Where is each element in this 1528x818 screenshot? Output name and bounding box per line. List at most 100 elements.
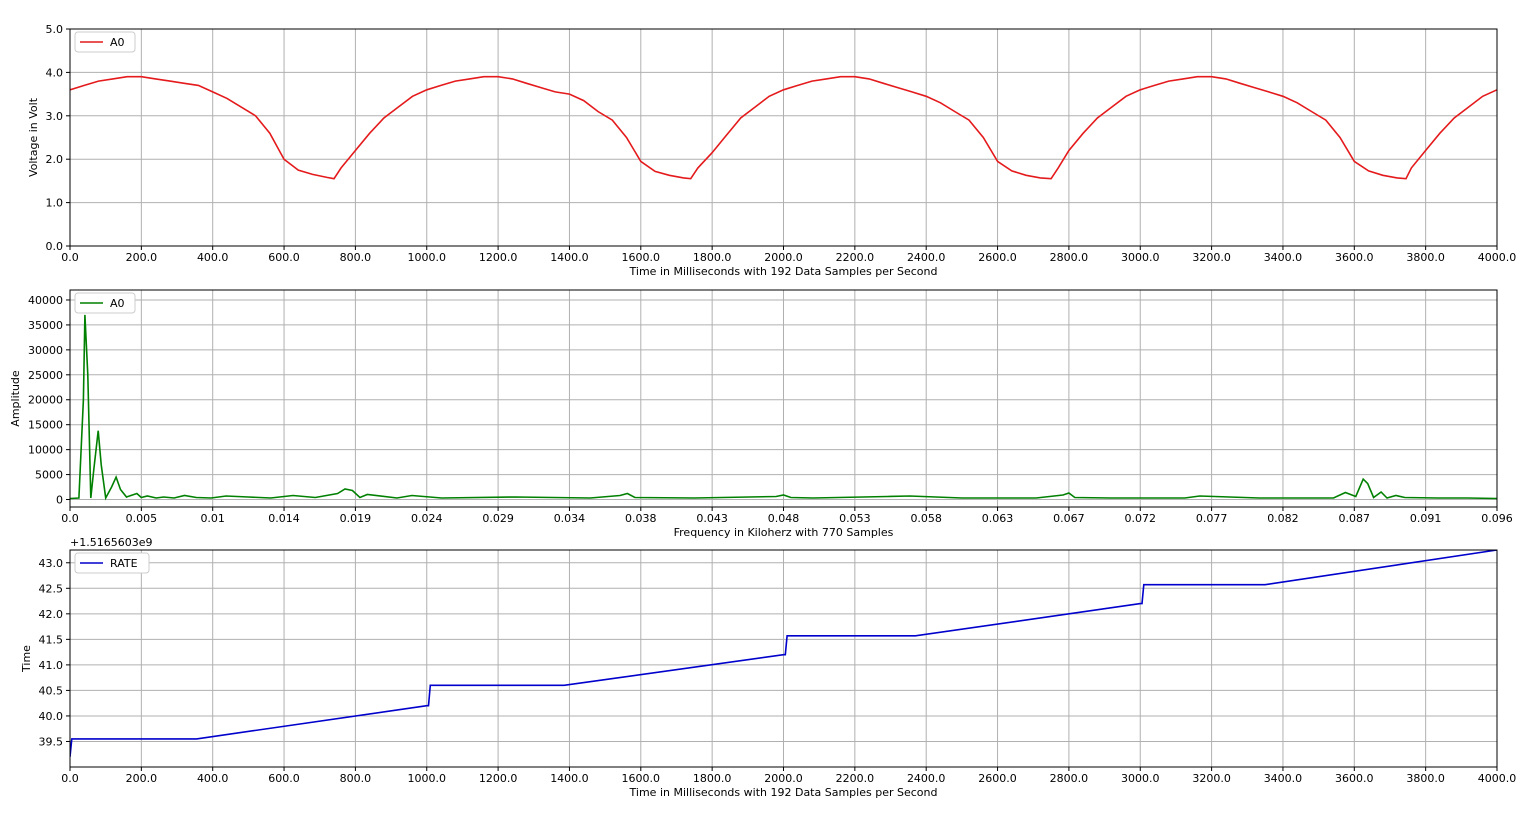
x-tick-label: 0.0	[61, 251, 79, 264]
legend-box	[74, 31, 136, 53]
x-tick-label: 3000.0	[1121, 772, 1160, 785]
y-tick-label: 0	[56, 494, 63, 507]
x-axis-label: Frequency in Kiloherz with 770 Samples	[674, 526, 894, 539]
x-tick-label: 0.082	[1267, 512, 1299, 525]
y-tick-label: 40000	[28, 294, 63, 307]
x-tick-label: 1400.0	[550, 772, 589, 785]
x-tick-label: 0.024	[411, 512, 443, 525]
y-tick-label: 41.0	[39, 659, 64, 672]
x-tick-label: 2800.0	[1050, 251, 1089, 264]
x-tick-label: 0.038	[625, 512, 657, 525]
x-tick-label: 3800.0	[1406, 251, 1445, 264]
panel-3: 0.0 200.0 400.0 600.0 800.0 1000.0 1200.0 1400.…	[20, 536, 1516, 799]
x-tick-label: 2000.0	[764, 772, 803, 785]
legend-box	[74, 292, 136, 314]
x-tick-label: 0.053	[839, 512, 871, 525]
x-tick-label: 1400.0	[550, 251, 589, 264]
y-tick-label: 42.0	[39, 608, 64, 621]
x-axis-label: Time in Milliseconds with 192 Data Sampl…	[629, 265, 938, 278]
y-tick-label: 41.5	[39, 633, 64, 646]
y-tick-label: 15000	[28, 419, 63, 432]
y-tick-label: 3.0	[46, 110, 64, 123]
x-tick-label: 0.0	[61, 512, 79, 525]
axes-frame	[69, 28, 1498, 247]
x-tick-label: 2000.0	[764, 251, 803, 264]
x-tick-label: 800.0	[340, 772, 372, 785]
series-line-rate	[70, 550, 1497, 757]
x-tick-label: 1800.0	[693, 251, 732, 264]
x-tick-label: 400.0	[197, 772, 229, 785]
x-tick-label: 0.014	[268, 512, 300, 525]
x-tick-label: 2200.0	[836, 251, 875, 264]
x-tick-label: 4000.0	[1478, 772, 1517, 785]
y-tick-label: 10000	[28, 444, 63, 457]
legend-label: A0	[110, 297, 125, 310]
x-tick-label: 0.087	[1339, 512, 1371, 525]
x-tick-label: 0.067	[1053, 512, 1085, 525]
legend-label: RATE	[110, 557, 138, 570]
x-tick-label: 3800.0	[1406, 772, 1445, 785]
x-tick-label: 0.072	[1125, 512, 1157, 525]
y-tick-label: 1.0	[46, 197, 64, 210]
x-tick-label: 2400.0	[907, 772, 946, 785]
y-tick-label: 5.0	[46, 23, 64, 36]
legend: A0	[74, 292, 136, 314]
y-tick-label: 30000	[28, 344, 63, 357]
y-tick-label: 0.0	[46, 240, 64, 253]
x-tick-label: 3200.0	[1192, 772, 1231, 785]
legend-box	[74, 552, 150, 574]
x-tick-label: 2800.0	[1050, 772, 1089, 785]
y-tick-label: 35000	[28, 319, 63, 332]
x-tick-label: 0.005	[126, 512, 158, 525]
axes-frame	[69, 289, 1498, 508]
y-tick-label: 42.5	[39, 582, 64, 595]
legend-label: A0	[110, 36, 125, 49]
x-tick-label: 600.0	[268, 772, 300, 785]
x-tick-label: 200.0	[126, 772, 158, 785]
y-axis-label: Amplitude	[9, 370, 22, 427]
y-axis-label: Time	[20, 645, 33, 673]
panel-1: 0.0 200.0 400.0 600.0 800.0 1000.0 1200.0 1400.…	[27, 23, 1516, 278]
x-tick-label: 1000.0	[408, 772, 447, 785]
x-tick-label: 3200.0	[1192, 251, 1231, 264]
x-tick-label: 0.096	[1481, 512, 1513, 525]
x-tick-label: 0.029	[482, 512, 514, 525]
x-tick-label: 1000.0	[408, 251, 447, 264]
x-tick-label: 3600.0	[1335, 772, 1374, 785]
x-tick-label: 3000.0	[1121, 251, 1160, 264]
axes-frame	[69, 549, 1498, 768]
x-tick-label: 0.043	[696, 512, 728, 525]
x-tick-label: 0.058	[910, 512, 942, 525]
x-tick-label: 0.077	[1196, 512, 1228, 525]
y-tick-label: 40.5	[39, 684, 64, 697]
y-offset-label: +1.5165603e9	[70, 536, 152, 549]
x-tick-label: 2400.0	[907, 251, 946, 264]
x-tick-label: 0.019	[340, 512, 372, 525]
x-tick-label: 2600.0	[978, 251, 1017, 264]
y-tick-label: 25000	[28, 369, 63, 382]
x-axis-label: Time in Milliseconds with 192 Data Sampl…	[629, 786, 938, 799]
x-tick-label: 3400.0	[1264, 251, 1303, 264]
y-tick-label: 40.0	[39, 710, 64, 723]
x-tick-label: 4000.0	[1478, 251, 1517, 264]
x-tick-label: 0.063	[982, 512, 1014, 525]
x-tick-label: 1200.0	[479, 251, 518, 264]
y-axis-label: Voltage in Volt	[27, 97, 40, 177]
y-tick-label: 5000	[35, 469, 63, 482]
x-tick-label: 0.048	[768, 512, 800, 525]
x-tick-label: 0.091	[1410, 512, 1442, 525]
series-line-a0	[70, 75, 1497, 180]
x-tick-label: 3400.0	[1264, 772, 1303, 785]
x-tick-label: 1600.0	[622, 251, 661, 264]
y-tick-label: 43.0	[39, 557, 64, 570]
x-tick-label: 800.0	[340, 251, 372, 264]
y-tick-label: 39.5	[39, 735, 64, 748]
x-tick-label: 2600.0	[978, 772, 1017, 785]
x-tick-label: 3600.0	[1335, 251, 1374, 264]
x-tick-label: 0.034	[554, 512, 586, 525]
x-tick-label: 2200.0	[836, 772, 875, 785]
x-tick-label: 400.0	[197, 251, 229, 264]
x-tick-label: 0.01	[200, 512, 225, 525]
y-tick-label: 4.0	[46, 66, 64, 79]
